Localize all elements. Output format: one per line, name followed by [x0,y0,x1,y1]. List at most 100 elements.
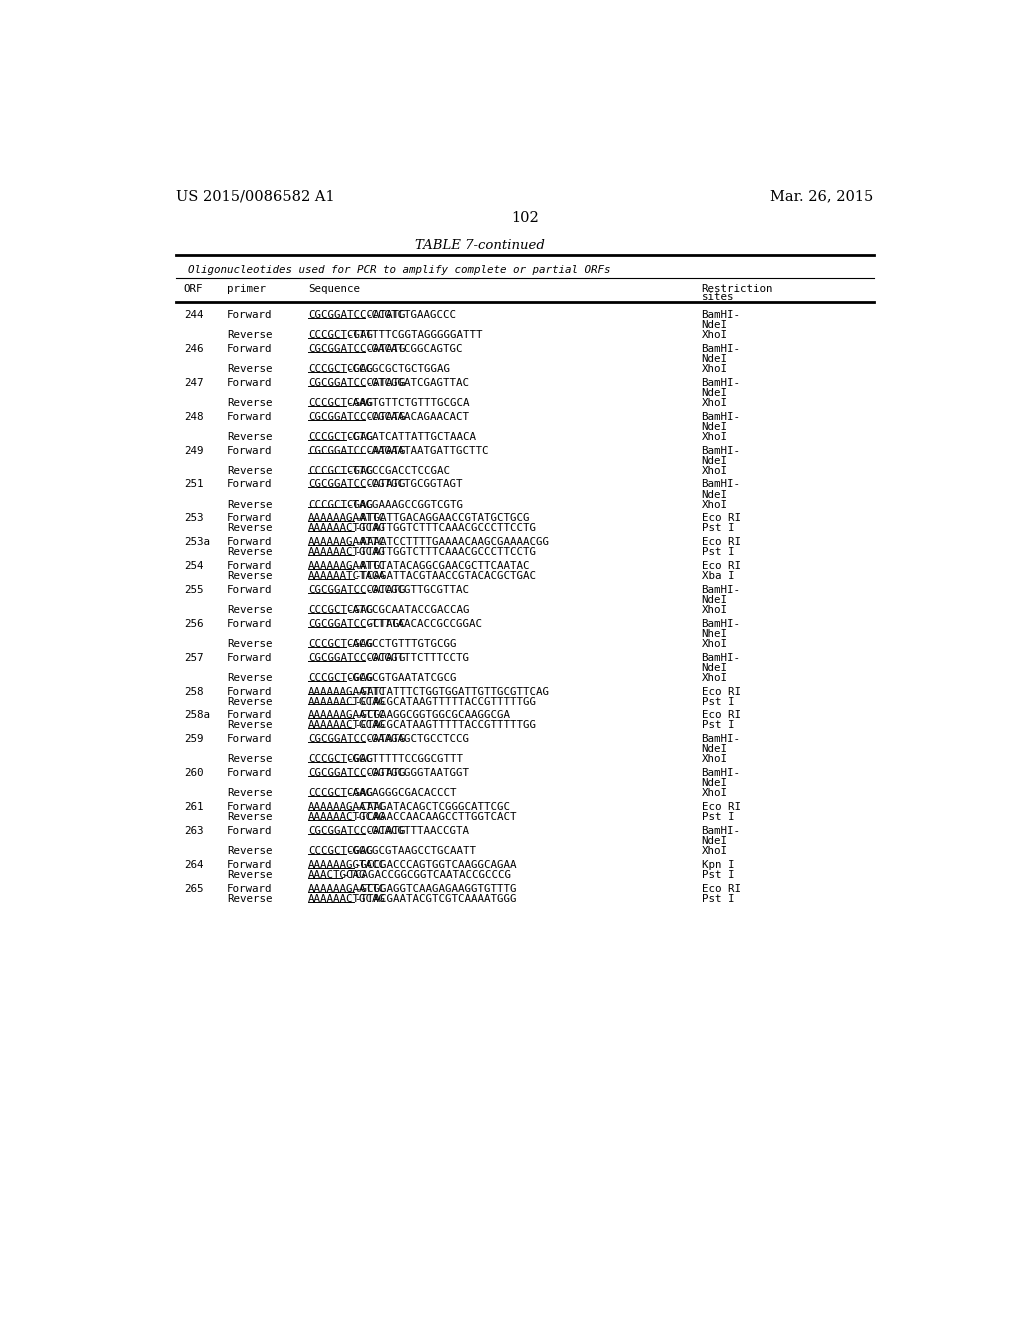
Text: Eco RI: Eco RI [701,561,740,572]
Text: 261: 261 [183,803,204,812]
Text: 256: 256 [183,619,204,628]
Text: Forward: Forward [227,378,272,388]
Text: -ATCCGCAATACCGACCAG: -ATCCGCAATACCGACCAG [346,605,470,615]
Text: -TCAGACCGGCGGTCAATACCGCCCG: -TCAGACCGGCGGTCAATACCGCCCG [342,870,511,880]
Text: Reverse: Reverse [227,548,272,557]
Text: 254: 254 [183,561,204,572]
Text: NdeI: NdeI [701,779,727,788]
Text: CGCGGATCCCATATG: CGCGGATCCCATATG [308,585,406,595]
Text: Reverse: Reverse [227,397,272,408]
Text: Reverse: Reverse [227,432,272,442]
Text: 258a: 258a [183,710,210,721]
Text: CCCGCTCGAG: CCCGCTCGAG [308,846,373,855]
Text: Restriction: Restriction [701,284,773,294]
Text: Forward: Forward [227,686,272,697]
Text: AAAAAAGAATTC: AAAAAAGAATTC [308,803,386,812]
Text: -CTCATCATTATTGCTAACA: -CTCATCATTATTGCTAACA [346,432,476,442]
Text: Forward: Forward [227,561,272,572]
Text: CGCGGATCCCATATG: CGCGGATCCCATATG [308,734,406,744]
Text: CCCGCTCGAG: CCCGCTCGAG [308,673,373,682]
Text: BamHI-: BamHI- [701,653,740,663]
Text: -GACATCGGCAGTGC: -GACATCGGCAGTGC [366,345,463,354]
Text: XhoI: XhoI [701,846,727,855]
Text: -TCAAACCAACAAGCCTTGGTCACT: -TCAAACCAACAAGCCTTGGTCACT [354,812,516,822]
Text: 244: 244 [183,310,204,319]
Text: CCCGCTCGAG: CCCGCTCGAG [308,330,373,341]
Text: Reverse: Reverse [227,846,272,855]
Text: -TTATTGGTCTTTCAAACGCCCTTCCTG: -TTATTGGTCTTTCAAACGCCCTTCCTG [354,548,536,557]
Text: NdeI: NdeI [701,744,727,754]
Text: 264: 264 [183,859,204,870]
Text: Reverse: Reverse [227,697,272,706]
Text: BamHI-: BamHI- [701,378,740,388]
Text: -CAAGATACAGCTCGGGCATTCGC: -CAAGATACAGCTCGGGCATTCGC [354,803,510,812]
Text: -TTACGAATACGTCGTCAAAATGGG: -TTACGAATACGTCGTCAAAATGGG [354,894,516,904]
Text: XhoI: XhoI [701,364,727,374]
Text: XhoI: XhoI [701,605,727,615]
Text: Forward: Forward [227,479,272,490]
Text: Reverse: Reverse [227,330,272,341]
Text: -ACGCCTGTTTGTGCGG: -ACGCCTGTTTGTGCGG [346,639,457,649]
Text: Reverse: Reverse [227,673,272,682]
Text: BamHI-: BamHI- [701,768,740,779]
Text: -GCGGAGGTCAAGAGAAGGTGTTTG: -GCGGAGGTCAAGAGAAGGTGTTTG [354,884,516,894]
Text: Pst I: Pst I [701,870,734,880]
Text: Reverse: Reverse [227,605,272,615]
Text: Sequence: Sequence [308,284,359,294]
Text: Pst I: Pst I [701,548,734,557]
Text: -TACGAAAGCCGGTCGTG: -TACGAAAGCCGGTCGTG [346,499,463,510]
Text: Reverse: Reverse [227,812,272,822]
Text: Forward: Forward [227,826,272,836]
Text: 248: 248 [183,412,204,421]
Text: Pst I: Pst I [701,697,734,706]
Text: -GGCGCGTAAGCCTGCAATT: -GGCGCGTAAGCCTGCAATT [346,846,476,855]
Text: CCCGCTCGAG: CCCGCTCGAG [308,364,373,374]
Text: -CGTGCTGCGGTAGT: -CGTGCTGCGGTAGT [366,479,463,490]
Text: CCCGCTCGAG: CCCGCTCGAG [308,499,373,510]
Text: NdeI: NdeI [701,422,727,432]
Text: Pst I: Pst I [701,812,734,822]
Text: XhoI: XhoI [701,755,727,764]
Text: AAAAAAGAATTC: AAAAAAGAATTC [308,537,386,548]
Text: AAAAAATCTAGA: AAAAAATCTAGA [308,572,386,581]
Text: Forward: Forward [227,310,272,319]
Text: BamHI-: BamHI- [701,345,740,354]
Text: AAACTGCAG: AAACTGCAG [308,870,367,880]
Text: NdeI: NdeI [701,663,727,673]
Text: CCCGCTCGAG: CCCGCTCGAG [308,788,373,799]
Text: NdeI: NdeI [701,321,727,330]
Text: NdeI: NdeI [701,455,727,466]
Text: NdeI: NdeI [701,595,727,605]
Text: Reverse: Reverse [227,870,272,880]
Text: Reverse: Reverse [227,524,272,533]
Text: Forward: Forward [227,345,272,354]
Text: 258: 258 [183,686,204,697]
Text: Forward: Forward [227,585,272,595]
Text: Forward: Forward [227,859,272,870]
Text: -TTATTGGTCTTTCAAACGCCCTTCCTG: -TTATTGGTCTTTCAAACGCCCTTCCTG [354,524,536,533]
Text: AAAAAAGAATTC: AAAAAAGAATTC [308,513,386,523]
Text: -CTACGCATAAGTTTTTACCGTTTTTGG: -CTACGCATAAGTTTTTACCGTTTTTGG [354,721,536,730]
Text: AAAAAACTGCAG: AAAAAACTGCAG [308,894,386,904]
Text: 247: 247 [183,378,204,388]
Text: Forward: Forward [227,884,272,894]
Text: 263: 263 [183,826,204,836]
Text: BamHI-: BamHI- [701,412,740,421]
Text: CGCGGATCCCATATG: CGCGGATCCCATATG [308,479,406,490]
Text: BamHI-: BamHI- [701,479,740,490]
Text: Oligonucleotides used for PCR to amplify complete or partial ORFs: Oligonucleotides used for PCR to amplify… [188,265,611,276]
Text: -GAAGAGCTGCCTCCG: -GAAGAGCTGCCTCCG [366,734,469,744]
Text: AAAAAAGAATTC: AAAAAAGAATTC [308,884,386,894]
Text: 251: 251 [183,479,204,490]
Text: NheI: NheI [701,628,727,639]
Text: Reverse: Reverse [227,364,272,374]
Text: 259: 259 [183,734,204,744]
Text: Eco RI: Eco RI [701,803,740,812]
Text: CCCGCTCGAG: CCCGCTCGAG [308,432,373,442]
Text: CGCGGATCCCATATG: CGCGGATCCCATATG [308,826,406,836]
Text: Reverse: Reverse [227,721,272,730]
Text: NdeI: NdeI [701,836,727,846]
Text: -GCCGACCCAGTGGTCAAGGCAGAA: -GCCGACCCAGTGGTCAAGGCAGAA [354,859,516,870]
Text: 265: 265 [183,884,204,894]
Text: AAAAAACTGCAG: AAAAAACTGCAG [308,548,386,557]
